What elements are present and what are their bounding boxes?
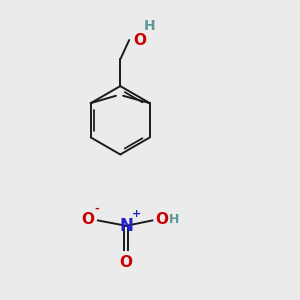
Text: N: N (119, 217, 133, 235)
Text: O: O (133, 33, 146, 48)
Text: H: H (169, 213, 180, 226)
Text: H: H (143, 19, 155, 33)
Text: O: O (155, 212, 168, 227)
Text: -: - (94, 203, 99, 213)
Text: +: + (132, 209, 141, 219)
Text: O: O (120, 255, 133, 270)
Text: O: O (81, 212, 94, 227)
